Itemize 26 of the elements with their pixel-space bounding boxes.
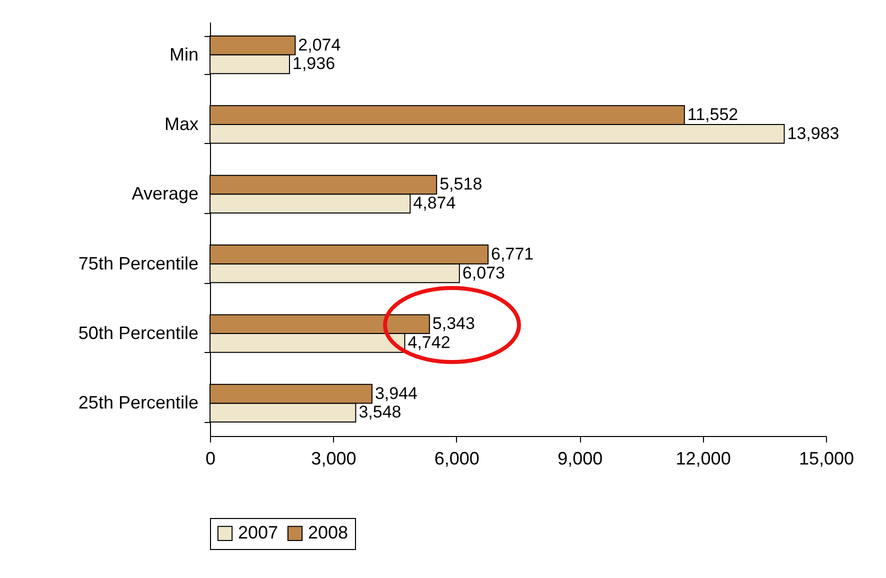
x-tick-label: 3,000 — [311, 448, 356, 468]
data-label: 5,518 — [440, 174, 482, 194]
y-tick-label: Min — [169, 44, 198, 64]
data-label: 6,073 — [462, 263, 505, 282]
x-tick-label: 9,000 — [558, 448, 603, 468]
y-tick-label: Average — [132, 184, 198, 204]
data-label: 4,742 — [408, 332, 450, 352]
x-tick-label: 6,000 — [434, 448, 480, 468]
data-label: 3,548 — [358, 402, 402, 422]
y-tick-label: Max — [164, 114, 198, 134]
x-tick-label: 12,000 — [676, 448, 731, 468]
data-label: 5,343 — [432, 314, 475, 334]
data-label: 13,983 — [787, 124, 840, 143]
y-tick-label: 75th Percentile — [78, 253, 198, 274]
data-label: 2,074 — [298, 35, 341, 54]
legend-label: 2008 — [308, 522, 348, 542]
data-label: 1,936 — [292, 54, 336, 74]
data-label: 11,552 — [687, 105, 738, 124]
y-tick-label: 25th Percentile — [78, 392, 198, 413]
x-tick-label: 15,000 — [798, 448, 854, 468]
data-label: 6,771 — [491, 244, 534, 264]
data-label: 3,944 — [374, 384, 418, 403]
legend-label: 2007 — [238, 522, 278, 542]
y-tick-label: 50th Percentile — [78, 323, 198, 344]
data-label: 4,874 — [413, 194, 456, 213]
x-tick-label: 0 — [205, 448, 216, 468]
